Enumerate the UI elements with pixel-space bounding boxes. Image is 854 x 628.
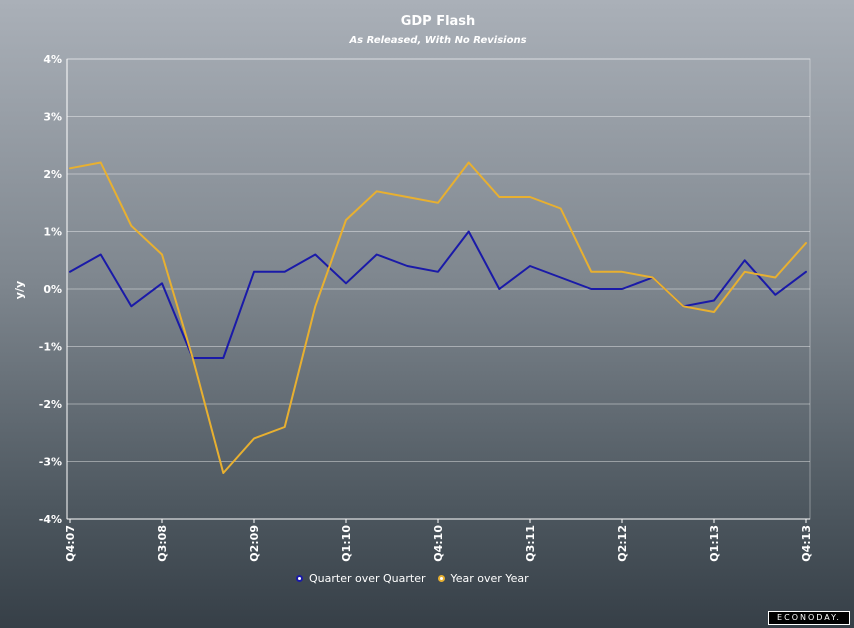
y-tick-label: 2%: [43, 168, 62, 181]
legend-marker-qoq: [296, 574, 303, 582]
x-tick-label: Q1:13: [708, 525, 721, 562]
y-tick-label: -1%: [39, 341, 62, 354]
y-tick-label: -2%: [39, 398, 62, 411]
y-tick-label: 3%: [43, 111, 62, 124]
y-tick-label: 0%: [43, 283, 62, 296]
econoday-logo: ECONODAY.: [768, 611, 850, 625]
y-tick-label: 1%: [43, 226, 62, 239]
x-tick-label: Q1:10: [340, 525, 353, 562]
x-tick-label: Q4:07: [64, 525, 77, 562]
x-tick-label: Q2:09: [248, 525, 261, 562]
legend-item-qoq: Quarter over Quarter: [296, 572, 426, 585]
x-tick-label: Q4:10: [432, 525, 445, 562]
x-tick-label: Q3:08: [156, 525, 169, 562]
x-tick-label: Q2:12: [616, 525, 629, 562]
legend: Quarter over Quarter Year over Year: [296, 571, 529, 585]
legend-marker-yoy: [437, 574, 445, 582]
legend-item-yoy: Year over Year: [437, 571, 529, 585]
series-line-quarter-over-quarter: [69, 230, 807, 359]
y-tick-label: 4%: [43, 53, 62, 66]
y-tick-label: -3%: [39, 456, 62, 469]
y-tick-label: -4%: [39, 513, 62, 526]
x-tick-label: Q4:13: [800, 525, 813, 562]
series-line-year-over-year: [69, 161, 807, 474]
legend-label-qoq: Quarter over Quarter: [309, 571, 426, 585]
x-tick-label: Q3:11: [524, 525, 537, 562]
legend-label-yoy: Year over Year: [450, 571, 529, 585]
chart-title: GDP Flash: [400, 14, 476, 29]
chart-subtitle: As Released, With No Revisions: [349, 35, 527, 46]
